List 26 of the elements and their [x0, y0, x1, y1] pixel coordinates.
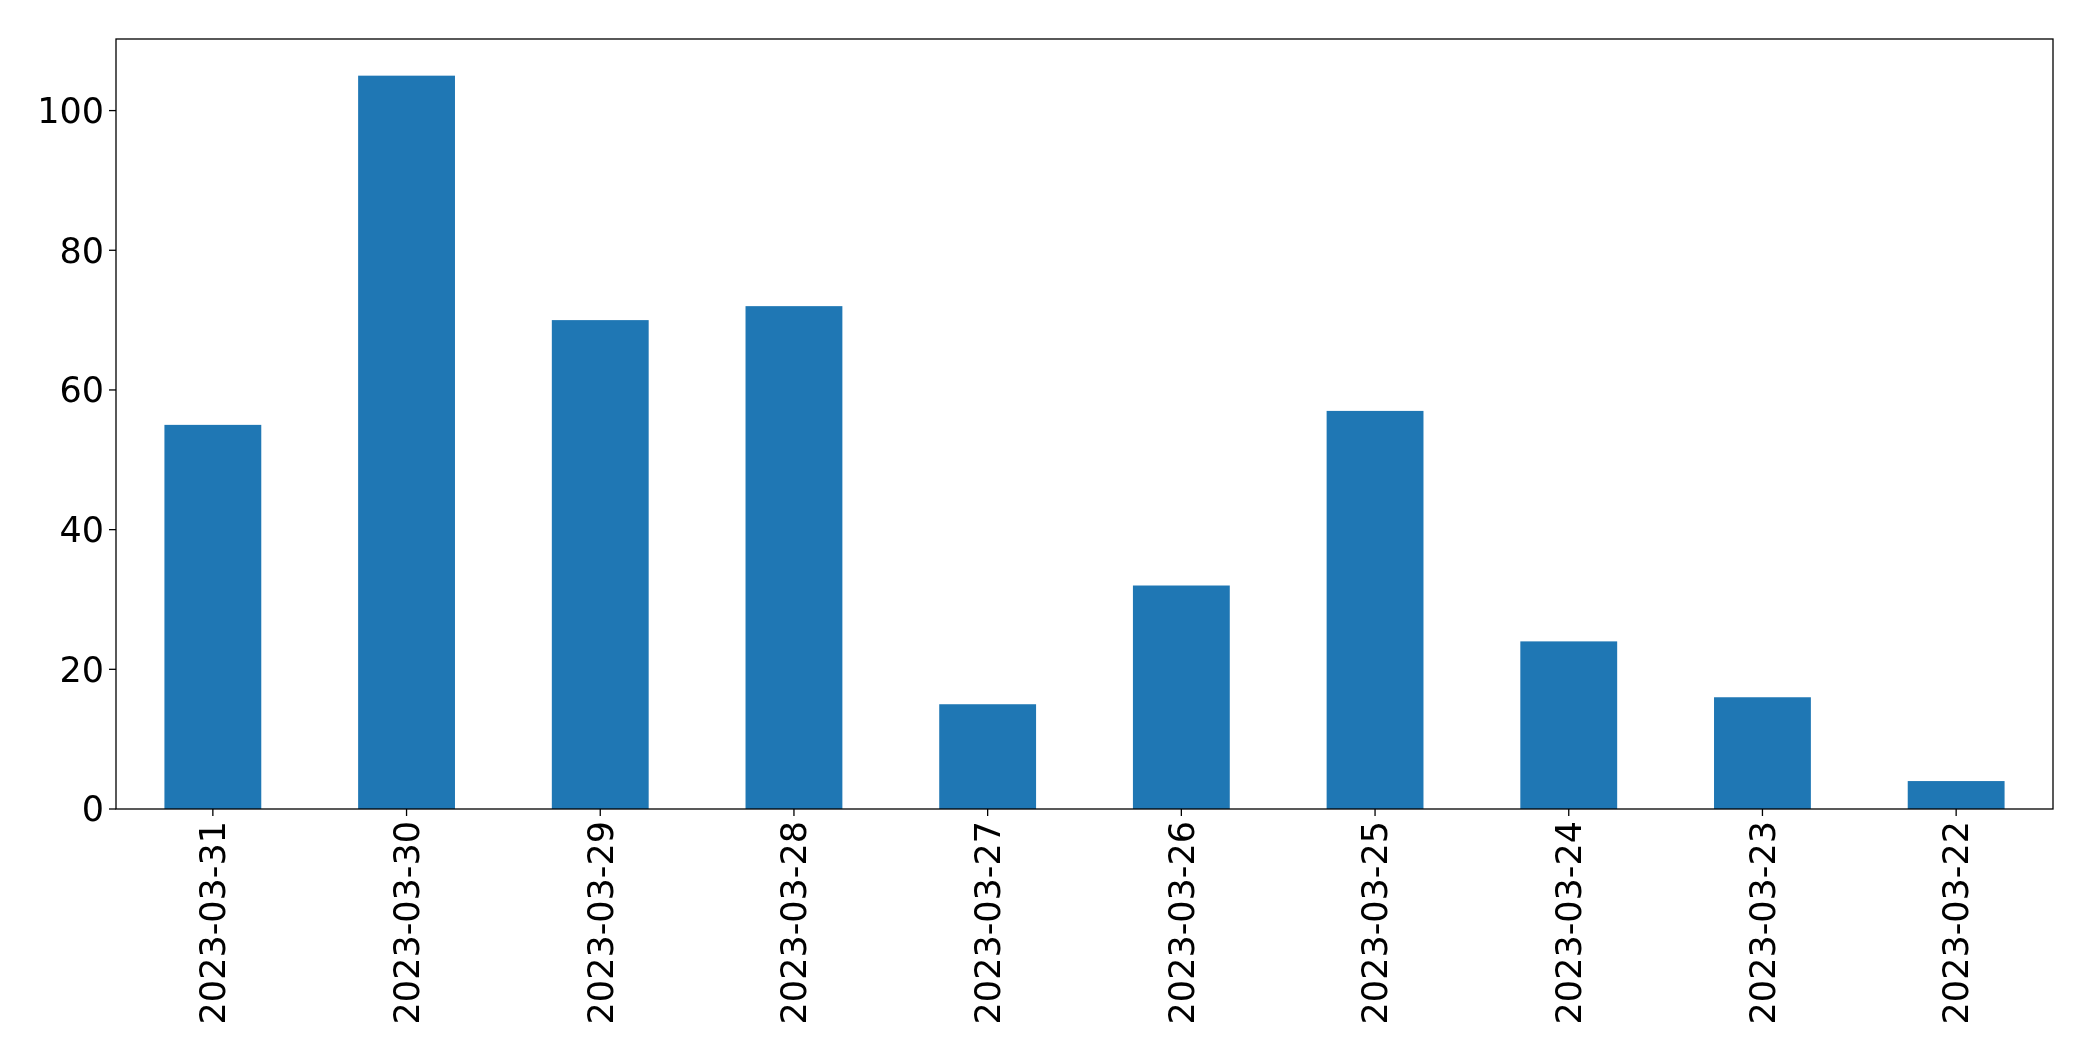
- bar: [1714, 697, 1811, 809]
- bar: [1132, 585, 1230, 809]
- bar: [939, 704, 1037, 809]
- bar: [358, 75, 455, 809]
- x-tick-label: 2023-03-27: [967, 821, 1008, 1025]
- x-tick-label: 2023-03-28: [774, 821, 815, 1025]
- bar: [551, 320, 649, 809]
- x-tick-label: 2023-03-24: [1549, 821, 1589, 1025]
- bar: [164, 424, 262, 809]
- y-tick-label: 60: [59, 370, 104, 411]
- bar: [1907, 781, 2005, 809]
- x-tick-label: 2023-03-22: [1936, 821, 1977, 1025]
- y-tick-label: 40: [59, 509, 104, 550]
- bar: [1520, 641, 1618, 809]
- x-tick-label: 2023-03-25: [1355, 821, 1396, 1025]
- x-tick-label: 2023-03-23: [1742, 821, 1783, 1025]
- x-tick-label: 2023-03-30: [386, 821, 427, 1025]
- x-tick-label: 2023-03-29: [580, 821, 621, 1025]
- bar: [1326, 410, 1424, 809]
- x-tick-label: 2023-03-31: [193, 821, 234, 1025]
- y-tick-label: 0: [81, 789, 104, 830]
- bar: [745, 306, 843, 809]
- y-tick-label: 100: [37, 90, 104, 131]
- y-tick-label: 80: [59, 230, 104, 271]
- y-tick-label: 20: [59, 649, 104, 690]
- x-tick-label: 2023-03-26: [1161, 821, 1202, 1025]
